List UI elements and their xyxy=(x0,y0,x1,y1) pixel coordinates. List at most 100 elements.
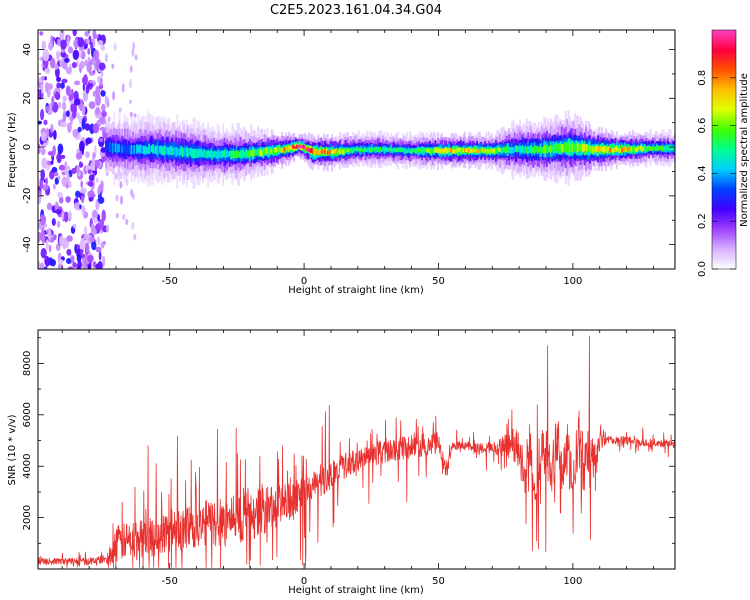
y-tick-label: 40 xyxy=(22,43,33,56)
x-tick-label: 50 xyxy=(432,576,445,587)
spectrogram-cell xyxy=(85,242,90,254)
spectrogram-cell xyxy=(668,146,671,151)
spectrogram-cell xyxy=(223,149,226,158)
spectrogram-cell xyxy=(532,146,535,154)
spectrogram-cell xyxy=(226,150,228,158)
snr-panel: -50 0 50 100 2000 4000 6000 8000 Height of stra… xyxy=(7,329,676,596)
spectrogram-cell xyxy=(231,150,234,159)
spectrogram-cell xyxy=(60,39,67,50)
spectrogram-cell xyxy=(202,151,204,158)
spectrogram-cell xyxy=(55,67,60,78)
spectrogram-cell xyxy=(636,147,638,153)
spectrogram-cell xyxy=(134,146,137,154)
spectrogram-cell xyxy=(265,147,267,155)
spectrogram-cell xyxy=(634,147,637,152)
spectrogram-cell xyxy=(130,144,133,155)
spectrogram-cell xyxy=(76,112,80,119)
spectrogram-cell xyxy=(238,151,241,158)
spectrogram-cell xyxy=(300,145,302,148)
colorbar-tick-label: 0.0 xyxy=(697,261,708,277)
spectrogram-cell xyxy=(99,137,104,143)
spectrogram-cell xyxy=(53,129,57,140)
spectrogram-cell xyxy=(67,122,72,133)
spectrogram-cell xyxy=(363,148,366,152)
spectrogram-cell xyxy=(455,147,458,153)
spectrogram-cell xyxy=(72,30,77,37)
spectrogram-cell xyxy=(79,60,85,70)
spectrogram-cell xyxy=(57,38,61,47)
spectrogram-cell xyxy=(551,145,554,153)
spectrogram-cell xyxy=(331,150,333,154)
spectrogram-cell xyxy=(650,146,653,151)
spectrogram-cell xyxy=(75,190,81,198)
spectrogram-cell xyxy=(277,147,280,153)
spectrogram-cell xyxy=(118,107,122,113)
spectrogram-cell xyxy=(57,259,64,265)
spectrogram-cell xyxy=(134,54,138,61)
spectrogram-cell xyxy=(325,148,328,154)
spectrogram-cell xyxy=(54,91,60,100)
spectrogram-cell xyxy=(396,148,399,152)
spectrogram-cell xyxy=(433,149,435,153)
spectrogram-cell xyxy=(92,261,97,268)
spectrogram-cell xyxy=(95,94,101,106)
spectrogram-cell xyxy=(648,145,650,150)
y-tick-label: -20 xyxy=(22,188,33,204)
spectrogram-cell xyxy=(188,148,191,155)
spectrogram-cell xyxy=(172,147,175,155)
spectrogram-cell xyxy=(290,145,293,151)
spectrogram-cell xyxy=(626,147,629,151)
spectrogram-cell xyxy=(438,148,441,153)
spectrogram-cell xyxy=(375,146,378,152)
spectrogram-cell xyxy=(110,143,113,151)
spectrogram-cell xyxy=(468,149,470,153)
spectrogram-cell xyxy=(516,145,519,153)
spectrogram-cell xyxy=(570,142,573,151)
spectrogram-cell xyxy=(434,147,437,153)
spectrogram-cell xyxy=(653,147,656,151)
spectrogram-cell xyxy=(313,150,316,154)
spectrogram-cell xyxy=(140,144,142,153)
spectrogram-cell xyxy=(100,180,104,191)
spectrogram-cell xyxy=(115,212,119,219)
spectrogram-cell xyxy=(357,148,360,152)
spectrogram-cell xyxy=(320,150,323,155)
spectrogram-cell xyxy=(234,151,237,159)
spectrogram-cell xyxy=(136,144,138,154)
spectrogram-cell xyxy=(242,149,245,158)
spectrogram-cell xyxy=(575,143,578,153)
spectrogram-cell xyxy=(179,148,181,156)
spectrogram-cell xyxy=(623,146,626,151)
spectrogram-cell xyxy=(160,145,163,155)
spectrogram-cell xyxy=(427,148,430,153)
spectrogram-cell xyxy=(180,145,183,156)
spectrogram-cell xyxy=(181,147,184,158)
spectrogram-cell xyxy=(304,146,306,150)
spectrogram-cell xyxy=(400,147,403,152)
spectrogram-cell xyxy=(203,148,206,158)
spectrogram-cell xyxy=(89,236,96,242)
spectrogram-cell xyxy=(102,255,106,267)
spectrogram-cell xyxy=(100,118,107,125)
spectrogram-cell xyxy=(415,148,418,154)
spectrogram-cell xyxy=(103,240,106,245)
spectrogram-cell xyxy=(40,131,47,142)
spectrogram-cell xyxy=(88,174,95,182)
spectrogram-cell xyxy=(214,150,216,157)
spectrogram-cell xyxy=(81,204,85,216)
spectrogram-cell xyxy=(200,148,203,157)
spectrogram-cell xyxy=(53,172,59,177)
spectrogram-cell xyxy=(236,150,239,159)
spectrogram-cell xyxy=(564,142,567,153)
spectrogram-cell xyxy=(66,35,70,48)
spectrogram-cell xyxy=(251,149,254,157)
spectrogram-cell xyxy=(80,187,87,194)
spectrogram-cell xyxy=(273,149,276,155)
spectrogram-cell xyxy=(66,235,73,242)
spectrogram-cell xyxy=(106,142,109,151)
spectrogram-cell xyxy=(505,145,508,153)
spectrogram-cell xyxy=(85,151,90,158)
spectrogram-cell xyxy=(105,170,109,177)
spectrogram-cell xyxy=(501,147,504,153)
spectrogram-cell xyxy=(484,148,487,153)
